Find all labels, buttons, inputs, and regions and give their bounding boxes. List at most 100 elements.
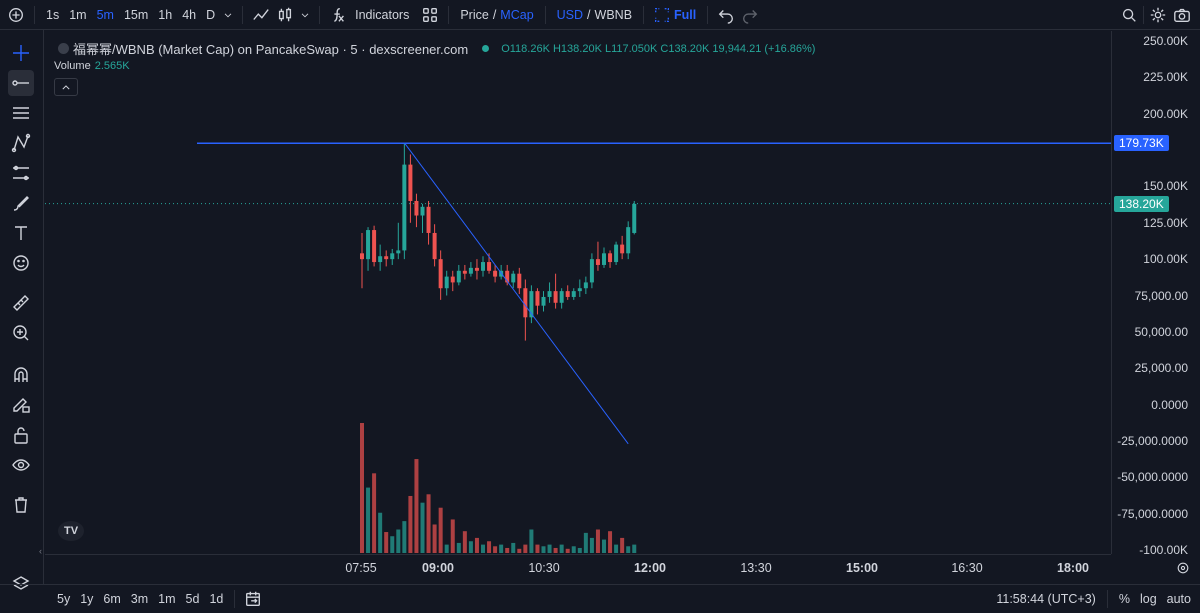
- mcap-toggle[interactable]: MCap: [500, 7, 534, 22]
- fib-lines-icon[interactable]: [8, 100, 34, 126]
- range-6m[interactable]: 6m: [103, 592, 121, 606]
- ruler-icon[interactable]: [8, 290, 34, 316]
- trend-line-drawing[interactable]: [403, 142, 629, 445]
- volume-bar: [366, 487, 371, 553]
- interval-5m[interactable]: 5m: [96, 7, 114, 22]
- interval-15m[interactable]: 15m: [123, 7, 149, 22]
- axis-settings-icon[interactable]: [1175, 560, 1191, 579]
- hline-price-tag: 179.73K: [1114, 135, 1169, 152]
- range-3m[interactable]: 3m: [130, 592, 149, 606]
- candle-body: [462, 270, 467, 274]
- time-axis-label: 07:55: [345, 561, 377, 575]
- interval-4h[interactable]: 4h: [182, 7, 197, 22]
- price-axis-label: -25,000.0000: [1117, 433, 1188, 448]
- candle-body: [414, 200, 419, 216]
- layouts-grid-icon[interactable]: [418, 3, 442, 27]
- candle-body: [559, 291, 564, 303]
- divider: [1106, 590, 1108, 608]
- volume-bar: [420, 502, 425, 553]
- trash-icon[interactable]: [8, 492, 34, 518]
- interval-1s[interactable]: 1s: [46, 7, 60, 22]
- chevron-down-icon[interactable]: [297, 3, 313, 27]
- trend-line-icon[interactable]: [8, 70, 34, 96]
- range-1y[interactable]: 1y: [80, 592, 94, 606]
- eye-icon[interactable]: [8, 452, 34, 478]
- magnet-icon[interactable]: [8, 362, 34, 388]
- full-button[interactable]: Full: [674, 7, 697, 22]
- line-chart-icon[interactable]: [249, 3, 273, 27]
- candles-chart-icon[interactable]: [273, 3, 297, 27]
- go-to-date-icon[interactable]: [241, 587, 265, 611]
- time-axis-label: 18:00: [1057, 561, 1089, 575]
- interval-1h[interactable]: 1h: [158, 7, 173, 22]
- camera-icon[interactable]: [1170, 3, 1194, 27]
- price-axis-label: 25,000.00: [1134, 361, 1188, 376]
- text-tool-icon[interactable]: [8, 220, 34, 246]
- lock-icon[interactable]: [8, 422, 34, 448]
- quick-search-icon[interactable]: [1117, 3, 1141, 27]
- volume-bar: [462, 531, 467, 553]
- collapse-legend-button[interactable]: [54, 78, 78, 96]
- chevron-down-icon[interactable]: [220, 3, 236, 27]
- expand-toolbar-arrow[interactable]: ‹: [39, 546, 42, 556]
- indicators-fx-icon[interactable]: [326, 3, 350, 27]
- percent-scale-toggle[interactable]: %: [1118, 592, 1130, 606]
- price-axis-label: 100.00K: [1143, 252, 1188, 267]
- projection-icon[interactable]: [8, 160, 34, 186]
- interval-d[interactable]: D: [206, 7, 216, 22]
- usd-toggle[interactable]: USD: [556, 7, 584, 22]
- candle-body: [481, 262, 485, 271]
- interval-1m[interactable]: 1m: [69, 7, 87, 22]
- volume-bar: [626, 546, 631, 553]
- wbnb-toggle[interactable]: WBNB: [594, 7, 633, 22]
- brush-icon[interactable]: [8, 190, 34, 216]
- range-5d[interactable]: 5d: [185, 592, 200, 606]
- settings-gear-icon[interactable]: [1146, 3, 1170, 27]
- time-axis[interactable]: 07:55 09:00 10:30 12:00 13:30 15:00 16:30 18:00: [45, 554, 1189, 584]
- emoji-icon[interactable]: [8, 250, 34, 276]
- volume-bar: [481, 544, 485, 553]
- divider: [448, 5, 450, 24]
- fullscreen-icon[interactable]: [650, 3, 674, 27]
- clock-timezone[interactable]: 11:58:44 (UTC+3): [996, 592, 1096, 606]
- time-axis-label: 12:00: [634, 561, 666, 575]
- crosshair-icon[interactable]: [8, 40, 34, 66]
- zoom-in-icon[interactable]: [8, 320, 34, 346]
- symbol-title[interactable]: 福幂幂/WBNB (Market Cap) on PancakeSwap · 5…: [73, 42, 469, 57]
- add-symbol-icon[interactable]: [4, 3, 28, 27]
- tradingview-logo[interactable]: TV: [58, 521, 84, 541]
- pattern-icon[interactable]: [8, 130, 34, 156]
- top-toolbar: 1s 1m 5m 15m 1h 4h D Indicators Price / …: [0, 0, 1200, 30]
- divider: [34, 5, 35, 24]
- undo-icon[interactable]: [714, 3, 738, 27]
- lock-drawing-pencil-icon[interactable]: [8, 392, 34, 418]
- volume-bar: [360, 423, 364, 553]
- candle-body: [487, 262, 492, 271]
- price-axis[interactable]: 250.00K 225.00K 200.00K 150.00K 125.00K 100.0…: [1111, 31, 1200, 557]
- volume-bar: [571, 546, 576, 553]
- candle-body: [626, 227, 631, 254]
- price-axis-label: -100.00K: [1139, 543, 1188, 557]
- range-5y[interactable]: 5y: [57, 592, 71, 606]
- volume-bar: [620, 537, 625, 553]
- volume-bar: [589, 537, 594, 553]
- range-1m[interactable]: 1m: [158, 592, 176, 606]
- price-toggle[interactable]: Price: [460, 7, 489, 22]
- range-1d[interactable]: 1d: [209, 592, 224, 606]
- indicators-button[interactable]: Indicators: [355, 7, 410, 22]
- auto-scale-toggle[interactable]: auto: [1166, 592, 1191, 606]
- candlestick-chart[interactable]: [45, 31, 1111, 554]
- divider: [707, 5, 709, 24]
- candle-body: [517, 273, 522, 289]
- candle-body: [589, 259, 594, 283]
- candle-body: [438, 259, 443, 289]
- volume-bar: [426, 494, 431, 553]
- redo-icon[interactable]: [738, 3, 762, 27]
- object-tree-layers-icon[interactable]: [8, 571, 34, 597]
- candle-body: [602, 253, 606, 265]
- volume-bar: [529, 529, 534, 553]
- divider: [319, 5, 321, 24]
- slash-separator: /: [492, 7, 497, 22]
- price-axis-label: 150.00K: [1143, 179, 1188, 194]
- log-scale-toggle[interactable]: log: [1139, 592, 1157, 606]
